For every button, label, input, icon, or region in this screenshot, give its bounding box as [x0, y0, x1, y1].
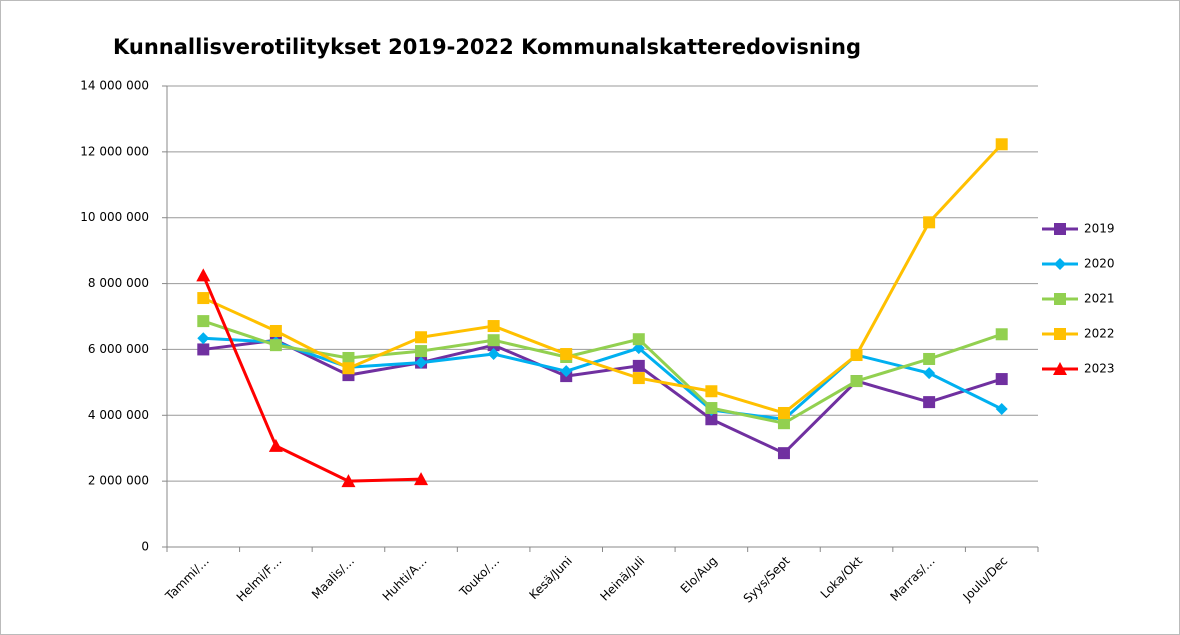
legend-marker: [1053, 362, 1067, 375]
data-point: [268, 438, 283, 452]
data-point: [196, 268, 211, 282]
data-point: [487, 320, 500, 333]
data-point: [923, 367, 936, 380]
legend-label: 2020: [1084, 257, 1115, 271]
data-point: [197, 332, 210, 345]
legend-marker: [1054, 293, 1066, 305]
data-point: [632, 333, 645, 346]
series-line: [202, 319, 1003, 425]
data-point: [415, 345, 428, 358]
data-point: [197, 315, 210, 328]
data-point: [995, 403, 1008, 416]
data-point: [415, 356, 428, 369]
series-line: [201, 274, 422, 483]
series-line: [202, 143, 1003, 415]
legend-marker: [1054, 258, 1066, 270]
legend-label: 2023: [1084, 362, 1115, 376]
y-tick-label: 8 000 000: [88, 276, 149, 290]
data-point: [777, 447, 790, 460]
y-tick-label: 4 000 000: [88, 408, 149, 422]
data-point: [560, 365, 573, 378]
data-point: [632, 359, 645, 372]
y-tick-label: 12 000 000: [80, 144, 149, 158]
data-point: [269, 339, 282, 352]
data-point: [705, 385, 718, 398]
data-point: [923, 216, 936, 229]
data-point: [269, 324, 282, 337]
data-point: [341, 474, 356, 488]
y-tick-label: 6 000 000: [88, 342, 149, 356]
data-point: [777, 406, 790, 419]
data-point: [705, 402, 718, 415]
data-point: [342, 351, 355, 364]
data-point: [560, 348, 573, 361]
legend-marker: [1054, 328, 1066, 340]
series-line: [203, 338, 1003, 455]
data-point: [342, 362, 355, 375]
data-point: [632, 372, 645, 385]
legend-label: 2021: [1084, 292, 1115, 306]
data-point: [850, 375, 863, 388]
data-point: [414, 472, 429, 486]
chart-title: Kunnallisverotilitykset 2019-2022 Kommun…: [113, 35, 861, 59]
y-tick-label: 2 000 000: [88, 474, 149, 488]
data-point: [777, 417, 790, 430]
data-point: [995, 328, 1008, 341]
legend-label: 2022: [1084, 327, 1115, 341]
legend-marker: [1054, 223, 1066, 235]
data-point: [197, 343, 210, 356]
y-tick-label: 0: [141, 540, 149, 554]
data-point: [995, 138, 1008, 151]
data-point: [995, 373, 1008, 386]
data-point: [705, 413, 718, 426]
data-point: [487, 334, 500, 347]
y-tick-label: 10 000 000: [80, 210, 149, 224]
data-point: [487, 348, 500, 361]
data-point: [415, 331, 428, 344]
data-point: [197, 292, 210, 305]
y-tick-label: 14 000 000: [80, 79, 149, 93]
data-point: [923, 352, 936, 365]
legend-label: 2019: [1084, 222, 1115, 236]
data-point: [850, 349, 863, 362]
data-point: [923, 396, 936, 409]
